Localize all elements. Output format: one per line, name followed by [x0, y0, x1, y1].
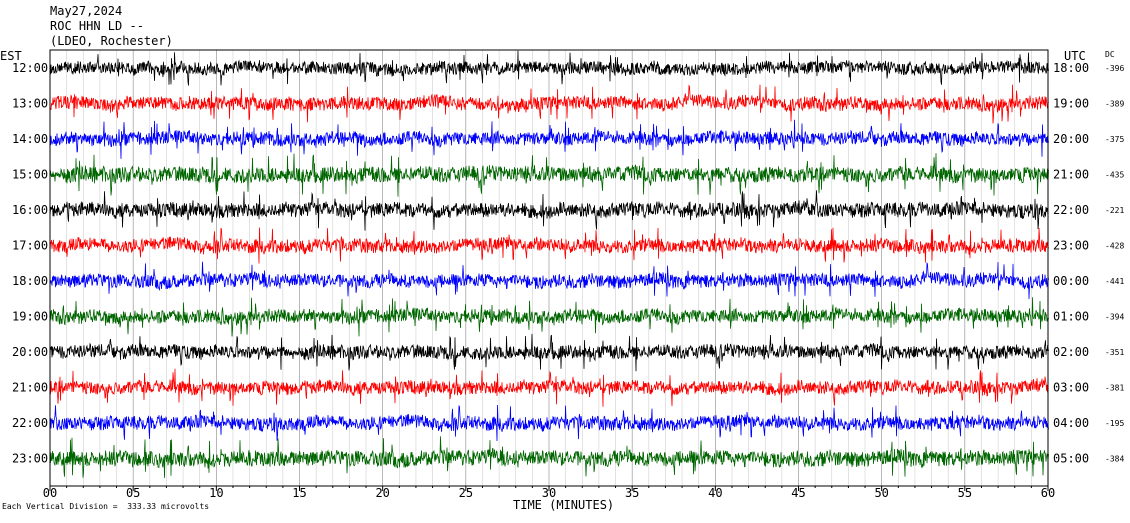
x-tick-label: 20 — [375, 486, 389, 500]
x-tick-label: 45 — [791, 486, 805, 500]
plot-station: ROC HHN LD -- — [50, 19, 144, 33]
seismic-trace — [49, 368, 1049, 407]
x-tick-label: 40 — [708, 486, 722, 500]
row-local-time: 15:00 — [12, 168, 48, 182]
x-tick-label: 30 — [542, 486, 556, 500]
row-local-time: 17:00 — [12, 239, 48, 253]
seismic-trace — [49, 333, 1049, 372]
seismic-trace — [49, 153, 1049, 197]
x-tick-label: 50 — [874, 486, 888, 500]
row-utc-time: 23:00 — [1053, 239, 1089, 253]
plot-date: May27,2024 — [50, 4, 123, 18]
row-dc-value: -351 — [1105, 348, 1124, 357]
seismic-trace — [49, 436, 1049, 478]
row-dc-value: -435 — [1105, 171, 1124, 180]
row-local-time: 14:00 — [12, 132, 48, 146]
row-local-time: 19:00 — [12, 310, 48, 324]
seismic-trace — [49, 119, 1049, 159]
seismic-trace — [49, 261, 1049, 300]
x-tick-label: 35 — [625, 486, 639, 500]
row-local-time: 16:00 — [12, 203, 48, 217]
x-axis-title: TIME (MINUTES) — [513, 498, 614, 512]
row-local-time: 22:00 — [12, 416, 48, 430]
row-local-time: 20:00 — [12, 345, 48, 359]
x-tick-label: 55 — [958, 486, 972, 500]
row-utc-time: 02:00 — [1053, 345, 1089, 359]
row-utc-time: 20:00 — [1053, 132, 1089, 146]
x-tick-label: 15 — [292, 486, 306, 500]
axis-labels: 00 05 10 15 20 25 30 35 40 45 50 55 60 12:00 18:00 -396… — [12, 61, 1124, 500]
x-tick-label: 60 — [1041, 486, 1055, 500]
row-utc-time: 00:00 — [1053, 274, 1089, 288]
row-dc-value: -428 — [1105, 242, 1124, 251]
row-local-time: 21:00 — [12, 381, 48, 395]
left-tz-label: EST — [0, 49, 22, 63]
row-dc-value: -381 — [1105, 384, 1124, 393]
dc-header-label: DC — [1105, 50, 1115, 59]
row-utc-time: 19:00 — [1053, 97, 1089, 111]
grid-lines — [66, 50, 1032, 486]
row-local-time: 23:00 — [12, 452, 48, 466]
x-tick-label: 25 — [459, 486, 473, 500]
row-utc-time: 04:00 — [1053, 416, 1089, 430]
row-utc-time: 05:00 — [1053, 452, 1089, 466]
x-tick-label: 00 — [43, 486, 57, 500]
scale-note: Each Vertical Division = 333.33 microvol… — [2, 502, 210, 511]
plot-network: (LDEO, Rochester) — [50, 34, 173, 48]
row-dc-value: -221 — [1105, 206, 1124, 215]
seismic-trace — [49, 190, 1049, 231]
row-dc-value: -384 — [1105, 455, 1124, 464]
trace-group — [49, 50, 1049, 478]
row-utc-time: 21:00 — [1053, 168, 1089, 182]
x-tick-label: 10 — [209, 486, 223, 500]
row-dc-value: -441 — [1105, 277, 1124, 286]
seismic-trace — [49, 84, 1049, 124]
seismic-trace — [49, 50, 1049, 86]
row-dc-value: -396 — [1105, 64, 1124, 73]
row-dc-value: -389 — [1105, 100, 1124, 109]
row-utc-time: 03:00 — [1053, 381, 1089, 395]
row-utc-time: 01:00 — [1053, 310, 1089, 324]
row-utc-time: 18:00 — [1053, 61, 1089, 75]
right-tz-label: UTC — [1064, 49, 1086, 63]
row-local-time: 18:00 — [12, 274, 48, 288]
row-dc-value: -195 — [1105, 419, 1124, 428]
row-local-time: 12:00 — [12, 61, 48, 75]
x-tick-label: 05 — [126, 486, 140, 500]
row-utc-time: 22:00 — [1053, 203, 1089, 217]
seismic-trace — [49, 297, 1049, 337]
seismic-trace — [49, 404, 1049, 442]
seismic-trace — [49, 227, 1049, 264]
row-dc-value: -375 — [1105, 135, 1124, 144]
row-dc-value: -394 — [1105, 313, 1124, 322]
row-local-time: 13:00 — [12, 97, 48, 111]
